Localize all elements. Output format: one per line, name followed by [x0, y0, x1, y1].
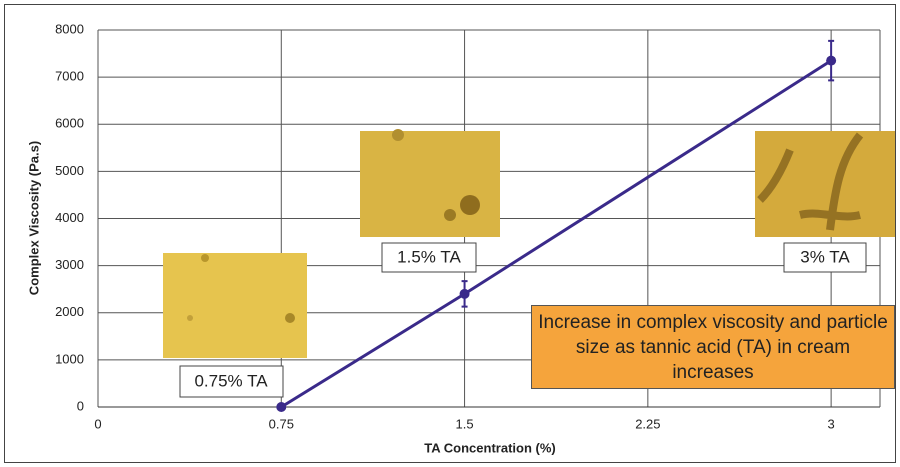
- micrograph: [163, 253, 307, 358]
- y-tick-label: 2000: [55, 304, 84, 319]
- inset-label: 1.5% TA: [397, 247, 461, 266]
- y-tick-label: 7000: [55, 69, 84, 84]
- y-tick-label: 6000: [55, 116, 84, 131]
- x-tick-label: 0: [94, 416, 101, 431]
- y-tick-label: 5000: [55, 163, 84, 178]
- x-tick-label: 1.5: [456, 416, 474, 431]
- y-tick-label: 0: [77, 398, 84, 413]
- micrograph: [755, 131, 895, 237]
- x-tick-label: 2.25: [635, 416, 660, 431]
- annotation: Increase in complex viscosity and partic…: [531, 305, 895, 389]
- inset-label: 3% TA: [800, 247, 850, 266]
- x-tick-label: 0.75: [269, 416, 294, 431]
- x-axis-title: TA Concentration (%): [424, 440, 555, 455]
- inset-label: 0.75% TA: [194, 371, 268, 390]
- data-point: [276, 402, 286, 412]
- y-axis-title: Complex Viscosity (Pa.s): [26, 141, 41, 295]
- micrograph: [360, 129, 500, 237]
- page: 0 1000 2000 3000 4000 5000 6000 7000 8000 0 0.75 1.…: [0, 0, 900, 467]
- data-point: [826, 56, 836, 66]
- y-tick-label: 8000: [55, 21, 84, 36]
- x-tick-label: 3: [828, 416, 835, 431]
- chart: 0 1000 2000 3000 4000 5000 6000 7000 8000 0 0.75 1.…: [0, 0, 900, 467]
- y-tick-label: 3000: [55, 257, 84, 272]
- y-tick-label: 4000: [55, 210, 84, 225]
- data-point: [460, 289, 470, 299]
- y-tick-label: 1000: [55, 351, 84, 366]
